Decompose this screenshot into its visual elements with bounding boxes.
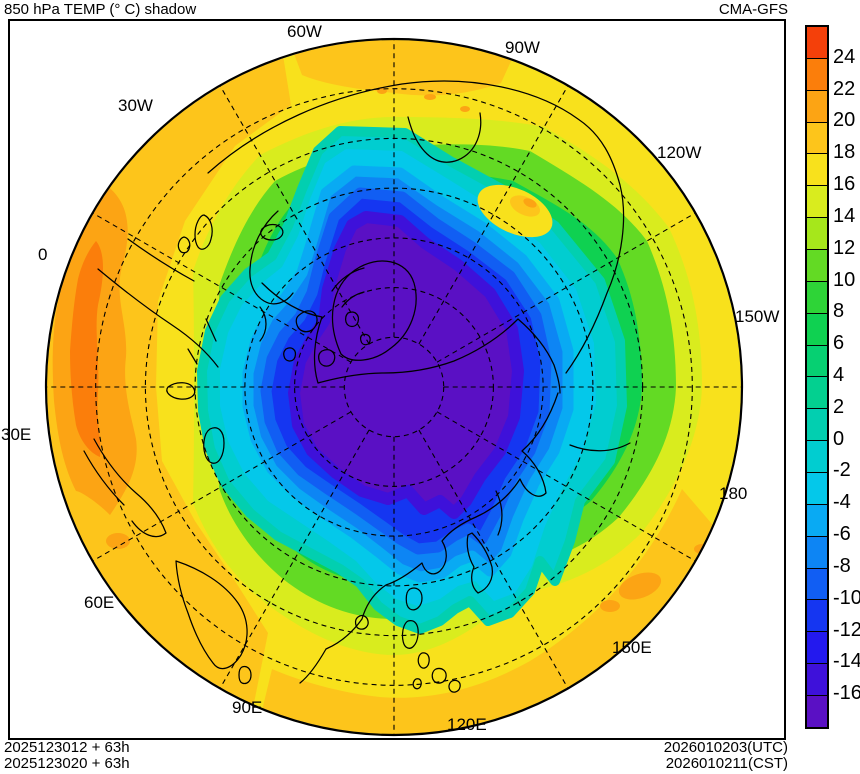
init-time-line1: 2025123012 + 63h (4, 739, 130, 756)
colorbar-segment (807, 280, 827, 313)
colorbar-segment (807, 185, 827, 218)
colorbar-tick-label: 20 (833, 109, 856, 132)
colorbar-tick-label: 18 (833, 141, 856, 164)
colorbar-segment (807, 408, 827, 441)
colorbar-segment (807, 695, 827, 727)
colorbar-tick-label: 14 (833, 204, 856, 227)
colorbar-tick-label: 2 (833, 395, 845, 418)
colorbar-segment (807, 312, 827, 345)
colorbar-segment (807, 27, 827, 58)
colorbar-segment (807, 567, 827, 600)
colorbar-tick-label: 22 (833, 77, 856, 100)
colorbar-tick-label: 6 (833, 332, 845, 355)
colorbar-segment (807, 535, 827, 568)
map-rim-circle (44, 37, 744, 737)
colorbar-segment (807, 249, 827, 281)
colorbar: 24 22 20 18 16 14 12 10 8 6 4 2 0 -2 -4 -6 -8 -10 -12 -14 -1… (803, 25, 860, 729)
colorbar-segment (807, 599, 827, 632)
colorbar-segment (807, 121, 827, 154)
colorbar-tick-label: -14 (833, 650, 860, 673)
init-time-line2: 2025123020 + 63h (4, 755, 130, 772)
colorbar-tick-label: -2 (833, 459, 851, 482)
colorbar-segment (807, 89, 827, 122)
colorbar-tick-label: -12 (833, 618, 860, 641)
valid-time-utc: 2026010203(UTC) (663, 739, 788, 756)
colorbar-tick-label: 16 (833, 173, 856, 196)
polar-map (44, 37, 744, 737)
colorbar-segment (807, 217, 827, 250)
colorbar-segments (805, 25, 829, 729)
colorbar-segment (807, 57, 827, 90)
colorbar-tick-label: -4 (833, 491, 851, 514)
colorbar-tick-label: -10 (833, 586, 860, 609)
meridian-label-180: 180 (719, 484, 748, 503)
colorbar-segment (807, 344, 827, 377)
graticule (47, 40, 741, 734)
meridian-label-150w: 150W (735, 307, 780, 326)
colorbar-tick-label: 0 (833, 427, 845, 450)
colorbar-segment (807, 663, 827, 696)
colorbar-segment (807, 440, 827, 473)
colorbar-tick-label: 4 (833, 364, 845, 386)
temperature-field (47, 40, 741, 734)
colorbar-segment (807, 503, 827, 536)
model-label: CMA-GFS (718, 1, 788, 18)
colorbar-tick-label: -16 (833, 682, 860, 705)
meridian-label-120w: 120W (657, 143, 702, 162)
meridian-label-60w: 60W (287, 22, 322, 41)
colorbar-segment (807, 631, 827, 664)
meridian-label-0: 0 (38, 245, 48, 264)
colorbar-segment (807, 376, 827, 409)
map-frame: 60W 90W 120W 150W 180 150E 120E 90E 60E 30E 0 30W (1, 19, 786, 740)
colorbar-tick-label: -8 (833, 554, 851, 577)
colorbar-segment (807, 472, 827, 504)
colorbar-tick-label: -6 (833, 523, 851, 546)
meridian-label-60e: 60E (84, 593, 115, 612)
meridian-label-90w: 90W (505, 38, 540, 57)
colorbar-tick-label: 24 (833, 45, 856, 68)
valid-time-cst: 2026010211(CST) (665, 755, 788, 772)
meridian-label-30w: 30W (118, 96, 153, 115)
page-title: 850 hPa TEMP (° C) shadow (4, 1, 197, 18)
colorbar-tick-label: 8 (833, 300, 845, 323)
colorbar-tick-label: 12 (833, 236, 856, 259)
colorbar-segment (807, 153, 827, 186)
meridian-label-90e: 90E (232, 698, 263, 717)
meridian-label-30e: 30E (1, 425, 32, 444)
colorbar-tick-label: 10 (833, 268, 856, 291)
meridian-label-150e: 150E (612, 638, 652, 657)
meridian-label-120e: 120E (447, 715, 487, 734)
